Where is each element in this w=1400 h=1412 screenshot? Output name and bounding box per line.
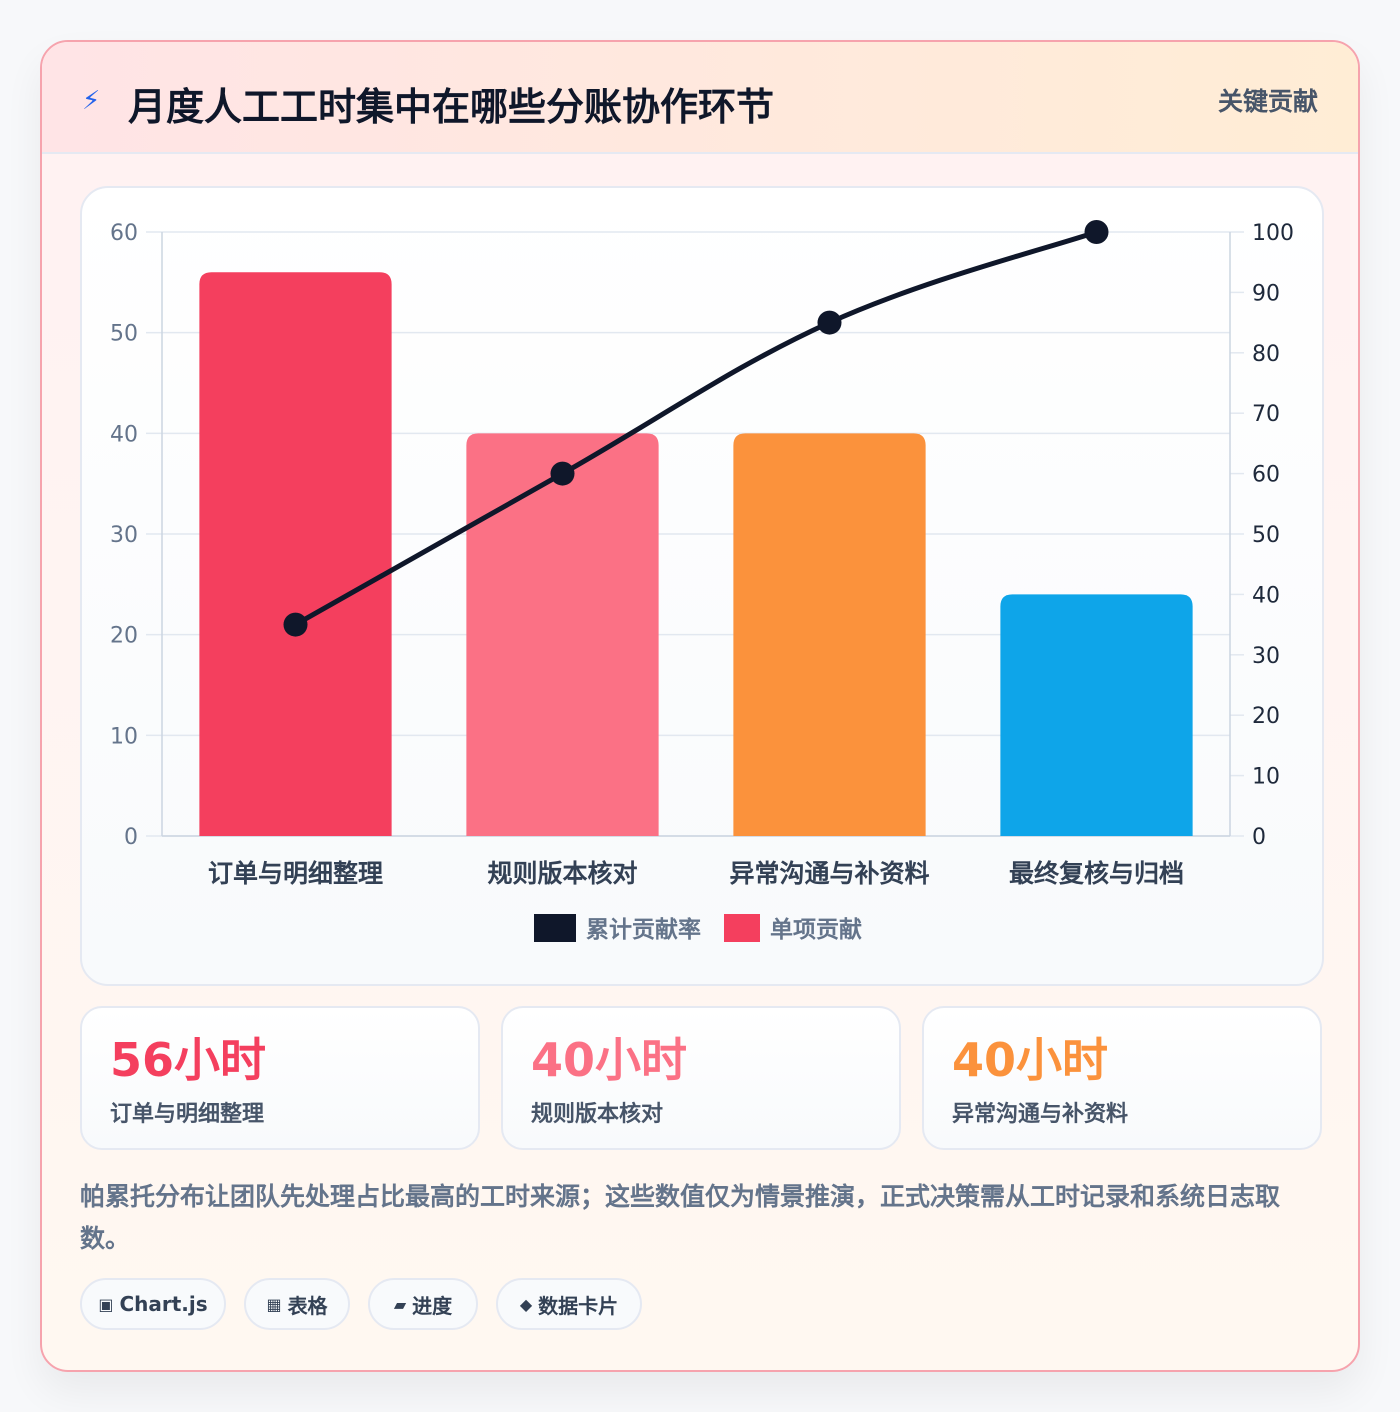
x-tick-label: 规则版本核对 [487, 859, 637, 888]
y-left-tick-label: 60 [110, 221, 138, 246]
x-tick-label: 最终复核与归档 [1009, 859, 1184, 888]
y-left-tick-label: 30 [110, 523, 138, 548]
stat-cards: 56小时 订单与明细整理 40小时 规则版本核对 40小时 异常沟通与补资料 [80, 1006, 1324, 1150]
y-right-tick-label: 70 [1252, 402, 1280, 427]
bar [733, 433, 926, 836]
y-left-tick-label: 50 [110, 322, 138, 347]
lightning-icon: ⚡ [82, 86, 101, 116]
legend-swatch [724, 914, 760, 942]
header-badge: 关键贡献 [1217, 87, 1318, 116]
stat-value: 40小时 [531, 1033, 688, 1087]
y-right-tick-label: 30 [1252, 644, 1280, 669]
legend-label: 单项贡献 [770, 917, 862, 943]
y-left-tick-label: 20 [110, 624, 138, 649]
stat-card: 40小时 异常沟通与补资料 [922, 1006, 1322, 1150]
tag-label: Chart.js [119, 1292, 208, 1316]
cumulative-point [1084, 220, 1109, 244]
pareto-chart: 0 10 20 30 40 50 60 0 10 20 30 40 50 60 70 80 90 100 订单与明细… [110, 220, 1294, 943]
x-tick-label: 异常沟通与补资料 [729, 859, 929, 888]
tag-progress[interactable]: ▰ 进度 [368, 1278, 478, 1330]
legend-swatch [534, 914, 576, 942]
cumulative-point [817, 310, 842, 335]
stat-value: 40小时 [952, 1033, 1109, 1087]
x-tick-label: 订单与明细整理 [208, 859, 383, 888]
tag-label: 进度 [412, 1293, 453, 1318]
y-left-tick-label: 40 [110, 422, 138, 447]
y-right-tick-label: 80 [1252, 342, 1280, 367]
y-left-tick-label: 0 [124, 825, 138, 850]
table-icon: ▦ [266, 1294, 282, 1314]
y-right-tick-label: 50 [1252, 523, 1280, 548]
progress-icon: ▰ [393, 1294, 407, 1314]
y-right-tick-label: 60 [1252, 463, 1280, 488]
tag-label: 数据卡片 [538, 1293, 619, 1318]
stat-label: 异常沟通与补资料 [952, 1102, 1129, 1127]
y-left-tick-label: 10 [110, 724, 138, 749]
report-card: ⚡ 月度人工工时集中在哪些分账协作环节 关键贡献 0 10 20 30 40 50 60 0 1… [40, 40, 1360, 1372]
y-right-tick-label: 100 [1252, 221, 1294, 246]
y-right-tick-label: 20 [1252, 704, 1280, 729]
cumulative-line [294, 229, 1098, 627]
tag-data-card[interactable]: ◆ 数据卡片 [496, 1278, 642, 1330]
y-right-tick-label: 0 [1252, 825, 1266, 850]
card-header: ⚡ 月度人工工时集中在哪些分账协作环节 关键贡献 [42, 42, 1358, 154]
stat-value: 56小时 [110, 1033, 267, 1087]
bar [199, 272, 392, 836]
cumulative-point [283, 612, 308, 637]
y-right-tick-label: 10 [1252, 765, 1280, 790]
y-right-tick-label: 90 [1252, 281, 1280, 306]
legend-label: 累计贡献率 [586, 916, 701, 943]
stat-label: 订单与明细整理 [110, 1102, 265, 1127]
diamond-icon: ◆ [519, 1294, 533, 1314]
chart-panel: 0 10 20 30 40 50 60 0 10 20 30 40 50 60 70 80 90 100 订单与明细… [80, 186, 1324, 986]
page-title: 月度人工工时集中在哪些分账协作环节 [128, 85, 775, 129]
bar [466, 433, 659, 836]
stat-card: 40小时 规则版本核对 [501, 1006, 901, 1150]
tag-chartjs[interactable]: ▣ Chart.js [80, 1278, 226, 1330]
tag-table[interactable]: ▦ 表格 [244, 1278, 350, 1330]
bar [1000, 594, 1193, 836]
chart-icon: ▣ [98, 1294, 114, 1314]
tag-label: 表格 [287, 1293, 328, 1318]
stat-label: 规则版本核对 [531, 1102, 664, 1127]
y-right-tick-label: 40 [1252, 583, 1280, 608]
cumulative-point [550, 461, 575, 486]
stat-card: 56小时 订单与明细整理 [80, 1006, 480, 1150]
footnote: 帕累托分布让团队先处理占比最高的工时来源；这些数值仅为情景推演，正式决策需从工时… [80, 1182, 1281, 1253]
